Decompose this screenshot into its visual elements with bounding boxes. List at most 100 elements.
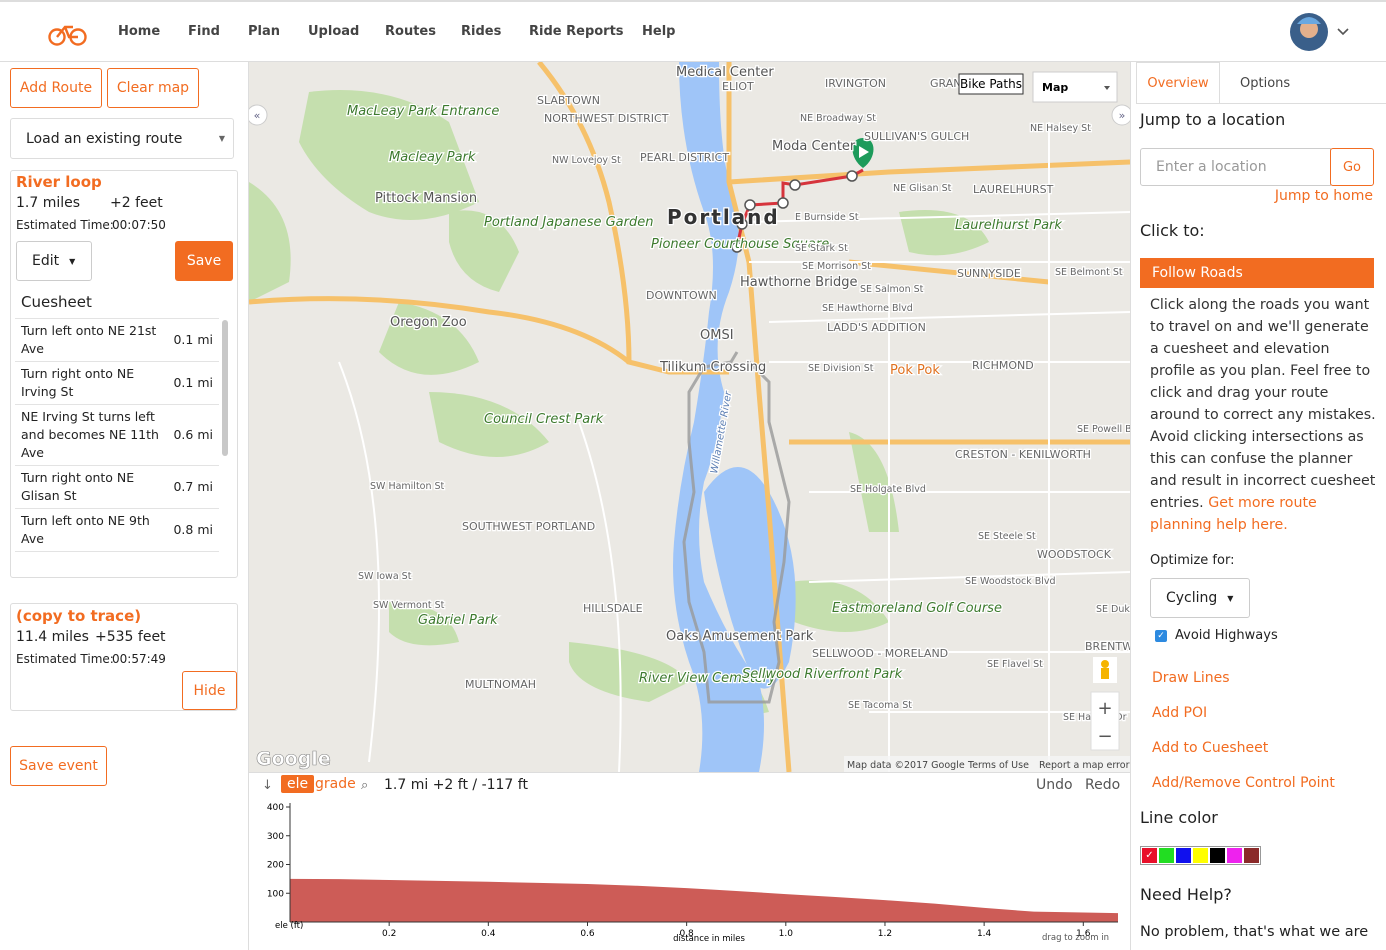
nav-link[interactable]: Help: [642, 24, 676, 39]
logo[interactable]: [48, 20, 88, 48]
collapse-arrow[interactable]: ↓: [262, 778, 273, 793]
map-label: Gabriel Park: [418, 613, 498, 628]
left-panel: [0, 62, 249, 950]
follow-roads-mode[interactable]: Follow Roads: [1140, 258, 1374, 288]
map-label: SE Belmont St: [1055, 267, 1123, 278]
cue-distance: 0.7 mi: [173, 479, 213, 494]
y-tick-label: 300: [267, 832, 284, 842]
color-swatch[interactable]: [1210, 848, 1225, 863]
nav-link[interactable]: Find: [188, 24, 220, 39]
svg-text:«: «: [254, 109, 261, 122]
color-swatch[interactable]: ✓: [1142, 848, 1157, 863]
route-name[interactable]: River loop: [16, 173, 102, 191]
redo-button[interactable]: Redo: [1085, 777, 1121, 793]
map-logo: Google: [256, 748, 331, 770]
overview-tab[interactable]: Overview: [1136, 62, 1220, 104]
save-button[interactable]: Save: [175, 241, 233, 281]
cue-distance: 0.8 mi: [173, 522, 213, 537]
save-event-button[interactable]: Save event: [10, 746, 107, 786]
map-label: SE Hawthorne Blvd: [822, 303, 913, 314]
collapse-left[interactable]: [249, 104, 268, 126]
zoom-control[interactable]: [1090, 691, 1120, 751]
bike-paths-toggle[interactable]: [958, 73, 1024, 95]
terms-link[interactable]: Terms of Use: [967, 760, 1029, 771]
ele-tab[interactable]: ele: [281, 775, 315, 793]
map-label: ELIOT: [722, 80, 754, 93]
top-nav: Home Find Plan Upload Routes Rides Ride Report…: [0, 0, 1386, 62]
map-label: SE Woodstock Blvd: [965, 576, 1056, 587]
x-tick-label: 0.4: [481, 929, 496, 939]
jump-home-link[interactable]: Jump to home: [1274, 188, 1373, 204]
cue-row[interactable]: Turn right onto NE Irving St 0.1 mi: [15, 362, 219, 405]
color-swatch[interactable]: [1159, 848, 1174, 863]
tool-link[interactable]: Draw Lines: [1152, 670, 1230, 686]
map-label: NE Halsey St: [1030, 123, 1091, 134]
nav-link[interactable]: Rides: [461, 24, 502, 39]
cue-row[interactable]: Turn right onto NE Glisan St 0.7 mi: [15, 466, 219, 509]
clear-map-button[interactable]: Clear map: [107, 68, 199, 108]
nav-link[interactable]: Upload: [308, 24, 360, 39]
report-link[interactable]: Report a map error: [1039, 760, 1130, 771]
color-swatch[interactable]: [1227, 848, 1242, 863]
nav-link[interactable]: Plan: [248, 24, 281, 39]
user-menu[interactable]: [1288, 12, 1358, 54]
color-swatch[interactable]: [1193, 848, 1208, 863]
hide-button[interactable]: Hide: [182, 671, 237, 710]
color-swatch[interactable]: [1176, 848, 1191, 863]
undo-button[interactable]: Undo: [1036, 777, 1073, 793]
map-label: Hawthorne Bridge: [740, 275, 858, 290]
avoid-highways-label: Avoid Highways: [1175, 628, 1278, 643]
zoom-icon[interactable]: ⌕: [361, 778, 369, 793]
need-help-title: Need Help?: [1140, 885, 1232, 904]
cue-distance: 0.6 mi: [173, 427, 213, 442]
collapse-right[interactable]: [1111, 104, 1130, 126]
cue-distance: 0.1 mi: [173, 332, 213, 347]
go-button[interactable]: Go: [1330, 148, 1374, 186]
map-label: SW Iowa St: [358, 571, 412, 582]
nav-link[interactable]: Home: [118, 24, 161, 39]
edit-text: Edit: [32, 253, 60, 269]
map-label: NORTHWEST DISTRICT: [544, 112, 669, 125]
x-tick-label: 1.4: [977, 929, 992, 939]
x-tick-label: 1.0: [779, 929, 794, 939]
trace-route: [682, 351, 791, 704]
elevation-panel: [249, 772, 1130, 950]
optimize-select[interactable]: Cycling ▼: [1150, 578, 1250, 618]
map-label: NE Broadway St: [800, 113, 876, 124]
add-route-button[interactable]: Add Route: [10, 68, 102, 108]
map-type-select[interactable]: [1032, 71, 1118, 103]
map-label: SE Morrison St: [802, 261, 871, 272]
map-label: Oaks Amusement Park: [666, 629, 814, 644]
tool-link[interactable]: Add/Remove Control Point: [1152, 775, 1335, 791]
color-swatch[interactable]: [1244, 848, 1259, 863]
edit-dropdown[interactable]: Edit ▼: [16, 241, 92, 281]
cue-row[interactable]: NE Irving St turns left and becomes NE 1…: [15, 405, 219, 466]
optimize-value: Cycling: [1166, 590, 1218, 606]
avoid-highways-checkbox[interactable]: ✓: [1155, 630, 1167, 642]
elevation-summary: 1.7 mi +2 ft / -117 ft: [384, 777, 528, 793]
map-label: SELLWOOD - MORELAND: [812, 647, 948, 660]
route-gain: +535 feet: [95, 629, 166, 645]
cue-row[interactable]: Turn left onto NE 21st Ave 0.1 mi: [15, 319, 219, 362]
location-input[interactable]: Enter a location: [1140, 148, 1331, 186]
tool-link[interactable]: Add POI: [1152, 705, 1208, 721]
map-label: Eastmoreland Golf Course: [832, 601, 1002, 616]
map-label: IRVINGTON: [825, 77, 886, 90]
cue-row[interactable]: Turn left onto NE 9th Ave 0.8 mi: [15, 509, 219, 552]
cue-text: Turn left onto NE 9th Ave: [21, 513, 150, 546]
grade-tab[interactable]: grade: [315, 776, 356, 792]
tool-link[interactable]: Add to Cuesheet: [1152, 740, 1269, 756]
map-label: Laurelhurst Park: [955, 218, 1062, 233]
route-name[interactable]: (copy to trace): [16, 607, 142, 625]
map-label: SE Salmon St: [860, 284, 924, 295]
map-label: LADD'S ADDITION: [827, 321, 926, 334]
options-tab[interactable]: Options: [1240, 76, 1291, 91]
color-swatches: ✓: [1140, 846, 1261, 865]
nav-link[interactable]: Ride Reports: [529, 24, 624, 39]
cuesheet-title: Cuesheet: [21, 293, 92, 311]
nav-link[interactable]: Routes: [385, 24, 436, 39]
elevation-chart[interactable]: 100 200 300 400 0.2 0.4 0.6 0.8 1.0 1.2 1.4 1.6 ele …: [249, 772, 1130, 950]
help-link[interactable]: Get more route planning help here.: [1150, 495, 1317, 533]
load-route-select[interactable]: Load an existing route ▼: [10, 118, 234, 159]
